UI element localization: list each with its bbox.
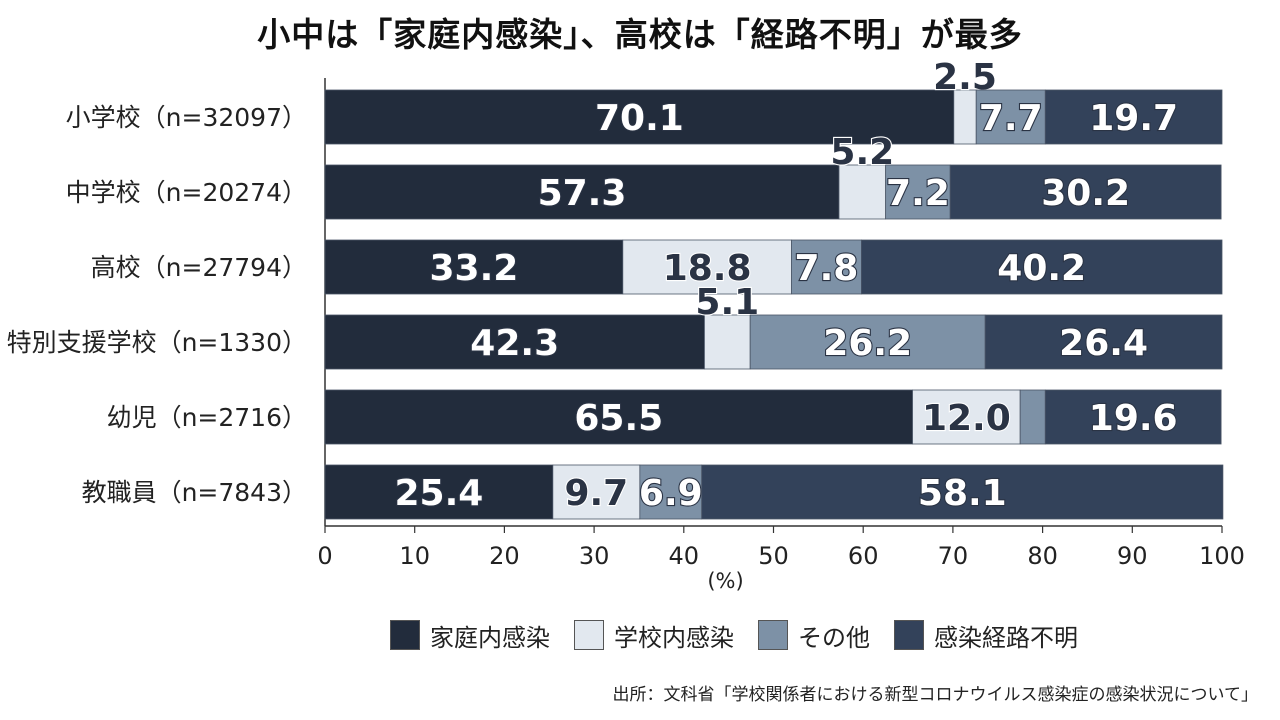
legend-swatch — [894, 620, 924, 650]
data-label: 19.6 — [1089, 398, 1178, 439]
bar-segment — [861, 239, 1223, 295]
legend-label: 学校内感染 — [614, 623, 734, 652]
bar-segment — [324, 314, 705, 370]
bar-segment — [552, 464, 641, 520]
bar-segment — [975, 89, 1046, 145]
bar-segment — [984, 314, 1223, 370]
bar-segment — [324, 464, 554, 520]
x-tick-label: 80 — [1027, 542, 1058, 570]
legend-item: 家庭内感染 — [390, 618, 550, 653]
bar-segment — [838, 164, 887, 220]
y-tick-label: 高校（n=27794） — [91, 253, 307, 282]
legend: 家庭内感染 学校内感染 その他 感染経路不明 — [390, 617, 1102, 653]
legend-swatch — [574, 620, 604, 650]
stacked-bar-chart: 0 10 20 30 40 50 60 70 80 90 100 (%) 小学校（n=32097） 70.… — [7, 56, 1245, 593]
data-label: 30.2 — [1041, 173, 1130, 214]
bar-segment — [1044, 389, 1222, 445]
bar-segment — [324, 164, 840, 220]
bar-segment — [704, 314, 751, 370]
data-label: 18.8 — [663, 248, 752, 289]
bar-segment — [701, 464, 1224, 520]
data-label: 6.9 — [639, 473, 703, 514]
data-label: 5.2 — [830, 132, 894, 173]
x-tick-label: 60 — [848, 542, 879, 570]
bar-segment — [1019, 389, 1046, 445]
data-label: 7.8 — [795, 248, 859, 289]
y-tick-label: 中学校（n=20274） — [66, 178, 307, 207]
bar-segment — [885, 164, 951, 220]
bar-segment — [912, 389, 1021, 445]
x-tick-label: 100 — [1199, 542, 1245, 570]
data-label: 57.3 — [538, 173, 627, 214]
data-label: 12.0 — [922, 398, 1011, 439]
bar-segment — [749, 314, 986, 370]
data-label: 19.7 — [1089, 98, 1178, 139]
bar-segment — [324, 389, 913, 445]
y-tick-label: 幼児（n=2716） — [107, 403, 307, 432]
data-label: 5.1 — [695, 282, 759, 323]
data-label: 58.1 — [918, 473, 1007, 514]
data-label: 7.7 — [979, 98, 1043, 139]
x-axis-label: (%) — [707, 569, 743, 593]
bar-segment — [791, 239, 862, 295]
legend-label: 家庭内感染 — [430, 623, 550, 652]
data-label: 70.1 — [595, 98, 684, 139]
legend-label: 感染経路不明 — [934, 623, 1078, 652]
legend-item: 感染経路不明 — [894, 618, 1078, 653]
x-tick-label: 90 — [1117, 542, 1148, 570]
bar-segment — [949, 164, 1222, 220]
x-tick-label: 30 — [579, 542, 610, 570]
x-tick-label: 70 — [938, 542, 969, 570]
x-tick-label: 40 — [669, 542, 700, 570]
data-label: 40.2 — [997, 248, 1086, 289]
x-tick-label: 50 — [758, 542, 789, 570]
legend-swatch — [758, 620, 788, 650]
bar-segment — [622, 239, 792, 295]
data-label: 9.7 — [564, 473, 628, 514]
legend-item: 学校内感染 — [574, 618, 734, 653]
x-tick-label: 20 — [489, 542, 520, 570]
legend-label: その他 — [798, 623, 870, 652]
data-label: 65.5 — [574, 398, 663, 439]
bar-segment — [324, 89, 955, 145]
source-note: 出所：文科省「学校関係者における新型コロナウイルス感染症の感染状況について」 — [612, 685, 1259, 705]
legend-item: その他 — [758, 618, 870, 653]
bar-segment — [324, 239, 624, 295]
data-label: 26.4 — [1059, 323, 1148, 364]
y-tick-label: 教職員（n=7843） — [82, 478, 307, 507]
x-tick-label: 10 — [399, 542, 430, 570]
chart-title: 小中は「家庭内感染」、高校は「経路不明」が最多 — [257, 15, 1023, 54]
data-label: 26.2 — [823, 323, 912, 364]
data-label: 33.2 — [429, 248, 518, 289]
bar-segment — [1044, 89, 1223, 145]
bar-segment — [953, 89, 977, 145]
y-tick-label: 特別支援学校（n=1330） — [7, 328, 307, 357]
data-label: 7.2 — [886, 173, 950, 214]
data-label: 42.3 — [470, 323, 559, 364]
y-tick-label: 小学校（n=32097） — [66, 103, 307, 132]
x-tick-label: 0 — [317, 542, 332, 570]
data-label: 25.4 — [395, 473, 484, 514]
legend-swatch — [390, 620, 420, 650]
